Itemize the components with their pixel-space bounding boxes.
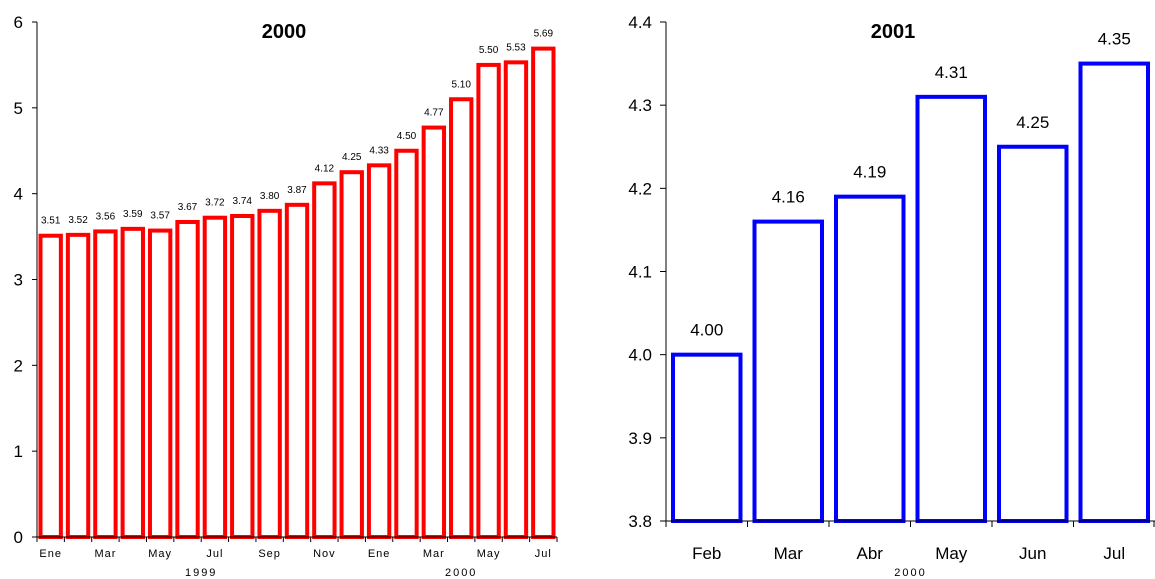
data-label: 3.87 bbox=[287, 185, 307, 196]
x-tick-label: Sep bbox=[258, 548, 281, 560]
y-tick-label: 6 bbox=[14, 13, 23, 32]
data-label: 5.53 bbox=[506, 42, 526, 53]
data-label: 4.12 bbox=[315, 163, 335, 174]
bar bbox=[93, 229, 118, 540]
bar bbox=[503, 60, 529, 539]
bar bbox=[202, 215, 228, 539]
data-label: 3.80 bbox=[260, 191, 280, 202]
bar bbox=[284, 202, 310, 539]
data-label: 5.69 bbox=[534, 29, 554, 40]
bar bbox=[175, 219, 200, 539]
data-label: 3.57 bbox=[150, 211, 170, 222]
x-group-label: 2000 bbox=[445, 567, 477, 579]
data-label: 5.50 bbox=[479, 45, 499, 56]
x-tick-label: Ene bbox=[39, 548, 62, 560]
data-label: 4.50 bbox=[397, 131, 417, 142]
x-tick-label: Ene bbox=[368, 548, 391, 560]
x-tick-label: Jul bbox=[535, 548, 552, 560]
y-tick-label: 0 bbox=[14, 528, 23, 547]
bar bbox=[531, 46, 556, 539]
bar bbox=[394, 148, 419, 539]
data-label: 4.33 bbox=[369, 145, 389, 156]
bar bbox=[339, 170, 364, 539]
data-label: 3.56 bbox=[96, 211, 116, 222]
bar bbox=[38, 233, 63, 539]
data-label: 3.74 bbox=[233, 196, 253, 207]
data-label: 3.59 bbox=[123, 209, 143, 220]
bar bbox=[230, 213, 255, 539]
bar bbox=[366, 163, 392, 539]
y-tick-label: 2 bbox=[14, 356, 23, 375]
bar bbox=[257, 208, 282, 539]
x-tick-label: Mar bbox=[94, 548, 116, 560]
bar bbox=[449, 97, 474, 539]
x-tick-label: May bbox=[148, 548, 172, 560]
x-tick-label: Jul bbox=[206, 548, 223, 560]
bar bbox=[65, 232, 91, 539]
y-tick-label: 5 bbox=[14, 99, 23, 118]
data-label: 5.10 bbox=[451, 79, 471, 90]
bar bbox=[312, 181, 337, 539]
data-label: 3.72 bbox=[205, 198, 225, 209]
x-tick-label: Nov bbox=[313, 548, 336, 560]
y-tick-label: 4 bbox=[14, 185, 23, 204]
chart-title: 2000 bbox=[262, 21, 307, 43]
bar bbox=[120, 226, 145, 539]
y-tick-label: 3 bbox=[14, 271, 23, 290]
data-label: 4.77 bbox=[424, 108, 444, 119]
data-label: 3.52 bbox=[68, 215, 88, 226]
data-label: 4.25 bbox=[342, 152, 362, 163]
bar bbox=[421, 125, 447, 539]
x-tick-label: May bbox=[477, 548, 501, 560]
data-label: 3.67 bbox=[178, 202, 198, 213]
x-group-label: 1999 bbox=[185, 567, 217, 579]
data-label: 3.51 bbox=[41, 216, 61, 227]
y-tick-label: 1 bbox=[14, 442, 23, 461]
bar bbox=[147, 228, 173, 539]
x-tick-label: Mar bbox=[423, 548, 445, 560]
bar bbox=[476, 62, 501, 540]
